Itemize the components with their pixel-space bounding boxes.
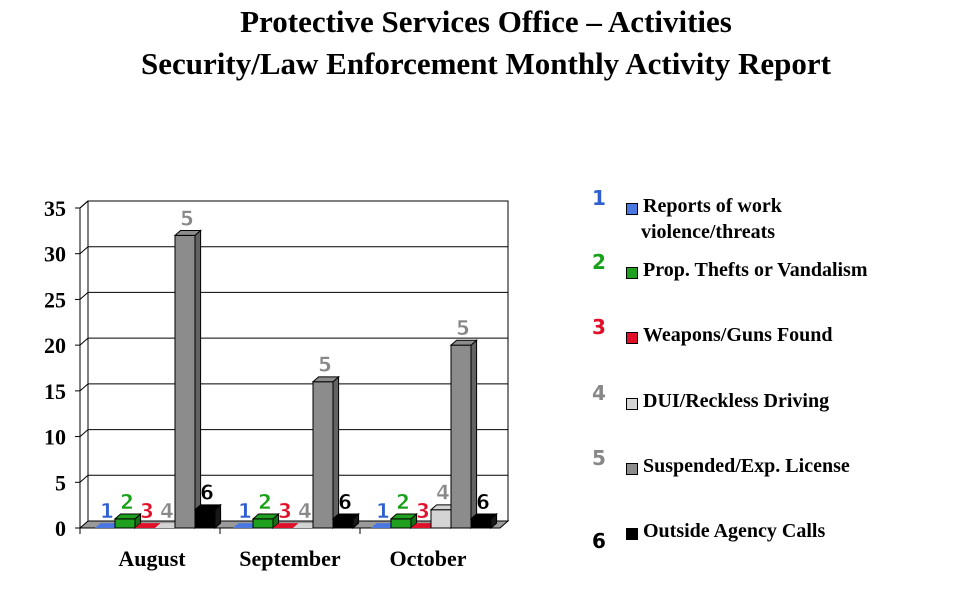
series-number-label: 5 xyxy=(456,316,470,340)
legend-label: Reports of work violence/threats xyxy=(641,195,782,243)
series-number-label: 4 xyxy=(160,499,174,523)
y-tick-label: 35 xyxy=(44,196,66,221)
series-number-label: 1 xyxy=(100,499,114,523)
y-tick-label: 5 xyxy=(55,470,66,495)
legend-swatch xyxy=(626,203,638,215)
legend-item-5: 5 Suspended/Exp. License xyxy=(592,446,850,479)
y-tick-label: 0 xyxy=(55,516,66,541)
y-tick-label: 20 xyxy=(44,333,66,358)
series-number-label: 2 xyxy=(396,490,410,514)
chart-title: Protective Services Office – Activities xyxy=(240,4,732,39)
chart-subtitle: Security/Law Enforcement Monthly Activit… xyxy=(141,46,831,81)
legend-item-4: 4 DUI/Reckless Driving xyxy=(592,381,829,414)
bar-3-august xyxy=(135,523,161,528)
series-number-label: 6 xyxy=(476,490,490,514)
bar-6-september xyxy=(331,512,360,530)
bar-2-october xyxy=(389,512,418,530)
bar-3-september xyxy=(273,523,299,528)
y-tick-label: 15 xyxy=(44,379,66,404)
series-number-label: 4 xyxy=(298,499,312,523)
gridline xyxy=(79,383,508,392)
legend-label: Prop. Thefts or Vandalism xyxy=(643,259,868,281)
legend-swatch xyxy=(626,463,638,475)
gridline xyxy=(79,200,508,209)
bar-5-september xyxy=(311,375,340,530)
bar-2-august xyxy=(113,512,142,530)
series-number-label: 5 xyxy=(318,353,332,377)
bar-4-august xyxy=(155,523,181,528)
series-number-label: 3 xyxy=(140,499,154,523)
series-number-label: 1 xyxy=(376,499,390,523)
legend-swatch xyxy=(626,267,638,279)
series-number-label: 2 xyxy=(258,490,272,514)
bar-6-october xyxy=(469,512,498,530)
legend-item-3: 3 Weapons/Guns Found xyxy=(592,315,833,348)
series-number-label: 6 xyxy=(200,481,214,505)
legend-label: Suspended/Exp. License xyxy=(643,455,850,477)
bar-5-august xyxy=(173,229,202,530)
gridline xyxy=(79,429,508,437)
bar-4-october xyxy=(429,503,458,530)
legend-label: Weapons/Guns Found xyxy=(643,324,833,346)
legend-label: DUI/Reckless Driving xyxy=(643,390,830,412)
legend-swatch xyxy=(626,332,638,344)
bar-3-october xyxy=(411,523,437,528)
bar-5-october xyxy=(449,339,478,530)
legend-item-6: 6 Outside Agency Calls xyxy=(592,520,825,553)
series-number-label: 3 xyxy=(278,499,292,523)
y-tick-label: 25 xyxy=(44,287,66,312)
y-tick-label: 30 xyxy=(44,242,66,267)
bar-1-october xyxy=(371,523,397,528)
legend-number: 3 xyxy=(592,315,606,339)
gridline xyxy=(79,246,508,255)
bar-4-september xyxy=(293,523,319,528)
series-number-label: 6 xyxy=(338,490,352,514)
back-wall xyxy=(87,200,509,522)
series-number-label: 1 xyxy=(238,499,252,523)
bar-2-september xyxy=(251,512,280,530)
legend-item-2: 2 Prop. Thefts or Vandalism xyxy=(592,250,868,283)
bar-1-september xyxy=(233,523,259,528)
legend-label: Outside Agency Calls xyxy=(643,520,826,542)
bar-1-august xyxy=(95,523,121,528)
legend-swatch xyxy=(626,398,638,410)
legend-number: 4 xyxy=(592,381,606,405)
legend-number: 5 xyxy=(592,446,606,470)
gridline xyxy=(79,337,508,346)
series-number-label: 5 xyxy=(180,206,194,230)
gridline xyxy=(79,291,508,300)
legend-number: 6 xyxy=(592,529,606,553)
legend-swatch xyxy=(626,528,638,540)
x-tick-label: September xyxy=(239,546,341,571)
x-tick-label: August xyxy=(118,546,186,571)
bar-6-august xyxy=(193,503,222,530)
gridline xyxy=(79,474,508,483)
series-number-label: 2 xyxy=(120,490,134,514)
legend-number: 1 xyxy=(592,186,606,210)
legend-number: 2 xyxy=(592,250,606,274)
y-tick-label: 10 xyxy=(44,425,66,450)
x-tick-label: October xyxy=(390,546,467,571)
series-number-label: 4 xyxy=(436,481,450,505)
series-number-label: 3 xyxy=(416,499,430,523)
legend-item-1: 1 Reports of work violence/threats xyxy=(592,186,782,245)
